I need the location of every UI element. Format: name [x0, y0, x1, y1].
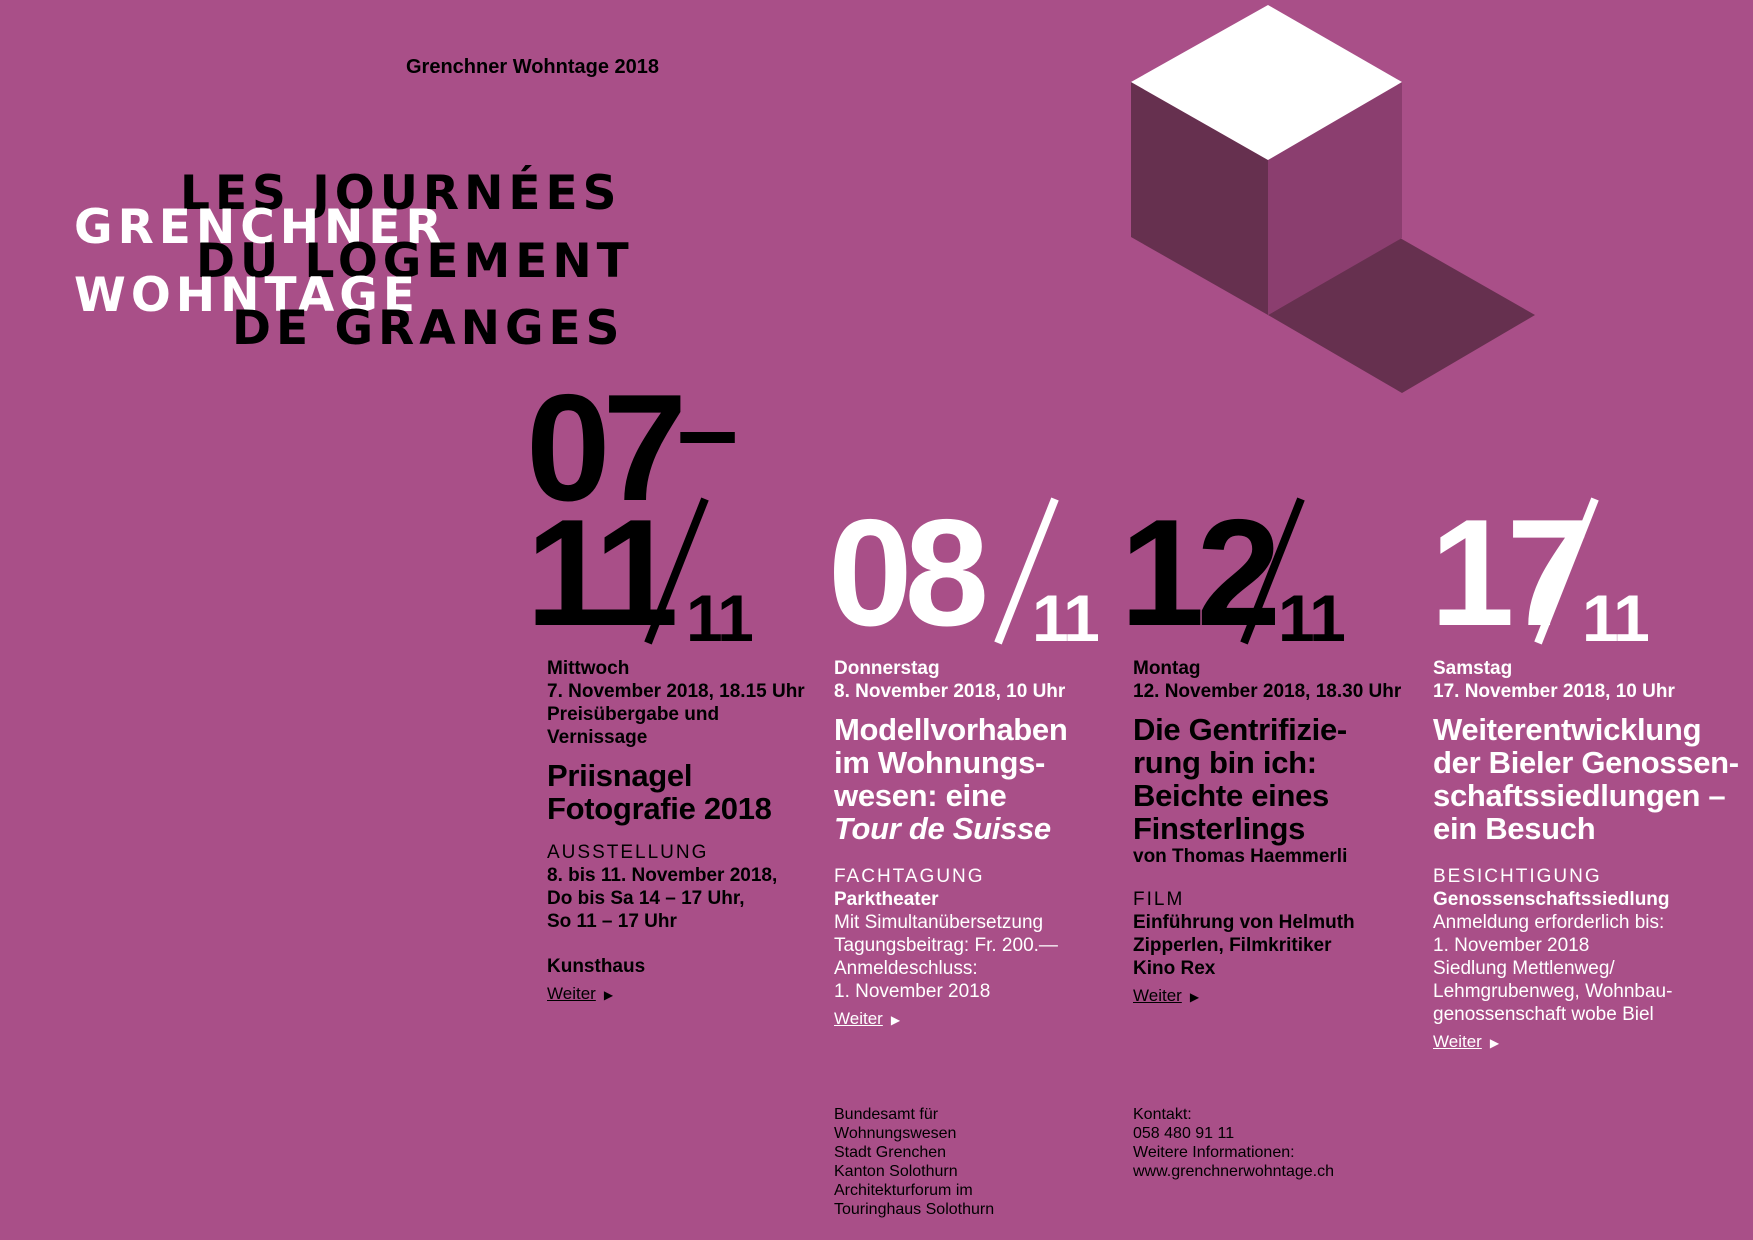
event-datetime: 12. November 2018, 18.30 Uhr: [1133, 681, 1402, 702]
date-slash: [1240, 497, 1305, 645]
title-fr-line-1: LES JOURNÉES: [180, 166, 622, 221]
event-title-line: schaftssiedlungen –: [1433, 778, 1726, 813]
contact-block: Kontakt: 058 480 91 11 Weitere Informati…: [1133, 1105, 1334, 1181]
date-month: 11: [686, 581, 754, 655]
more-link[interactable]: Weiter ▶: [1133, 984, 1199, 1009]
event-title-line: der Bieler Genossen-: [1433, 745, 1739, 780]
event-venue: Parktheater: [834, 889, 939, 910]
event-detail: Lehmgrubenweg, Wohnbau-: [1433, 981, 1673, 1002]
date-month: 11: [1278, 581, 1346, 655]
date-month: 11: [1582, 581, 1650, 655]
title-fr-line-2: DU LOGEMENT: [196, 234, 634, 289]
date-slash: [994, 497, 1059, 645]
title-fr-line-3: DE GRANGES: [232, 301, 625, 356]
event-card: Samstag 17. November 2018, 10 Uhr Weiter…: [1433, 657, 1743, 1055]
event-detail: Anmeldeschluss:: [834, 958, 978, 979]
website-link[interactable]: www.grenchnerwohntage.ch: [1133, 1163, 1335, 1180]
event-title: Modellvorhaben im Wohnungs- wesen: eine …: [834, 713, 1114, 845]
site-label: Grenchner Wohntage 2018: [406, 56, 660, 78]
event-datetime: 17. November 2018, 10 Uhr: [1433, 681, 1675, 702]
event-byline: von Thomas Haemmerli: [1133, 846, 1348, 867]
event-category: AUSSTELLUNG: [547, 842, 709, 863]
partner-line: Wohnungswesen: [834, 1125, 957, 1142]
event-title: Die Gentrifizie- rung bin ich: Beichte e…: [1133, 713, 1423, 845]
event-detail: 8. bis 11. November 2018,: [547, 865, 778, 886]
cube-shadow: [1268, 238, 1535, 393]
cube-logo: [1131, 5, 1535, 393]
event-venue: Kunsthaus: [547, 956, 646, 977]
event-venue: Genossenschaftssiedlung: [1433, 889, 1670, 910]
event-detail: So 11 – 17 Uhr: [547, 911, 677, 932]
event-detail: Siedlung Mettlenweg/: [1433, 958, 1615, 979]
partner-line: Architekturforum im: [834, 1182, 973, 1199]
title-de-line-1: GRENCHNER: [74, 200, 447, 255]
event-detail: 1. November 2018: [1433, 935, 1590, 956]
event-detail: Mit Simultanübersetzung: [834, 912, 1044, 933]
partner-line: Bundesamt für: [834, 1106, 939, 1123]
event-detail: genossenschaft wobe Biel: [1433, 1004, 1654, 1025]
event-weekday: Montag: [1133, 658, 1201, 679]
event-title-line: Weiterentwicklung: [1433, 712, 1702, 747]
event-intro: Preisübergabe und Vernissage: [547, 704, 720, 748]
date-month: 11: [1032, 581, 1100, 655]
event-detail: Kino Rex: [1133, 958, 1216, 979]
event-card: Montag 12. November 2018, 18.30 Uhr Die …: [1133, 657, 1423, 1009]
event-title-line: wesen: eine: [834, 778, 1007, 813]
partner-line: Stadt Grenchen: [834, 1144, 947, 1161]
event-detail: Tagungsbeitrag: Fr. 200.—: [834, 935, 1058, 956]
event-weekday: Samstag: [1433, 658, 1513, 679]
more-link-label: Weiter: [1433, 1032, 1482, 1051]
arrow-right-icon: ▶: [603, 988, 614, 1002]
event-title-line: Finsterlings: [1133, 811, 1306, 846]
more-link[interactable]: Weiter ▶: [1433, 1030, 1499, 1055]
arrow-right-icon: ▶: [890, 1013, 901, 1027]
event-title: Weiterentwicklung der Bieler Genossen- s…: [1433, 713, 1743, 845]
event-title: Priisnagel Fotografie 2018: [547, 758, 772, 826]
event-title-line: Die Gentrifizie-: [1133, 712, 1347, 747]
contact-phone[interactable]: 058 480 91 11: [1133, 1125, 1235, 1142]
date-slash: [644, 497, 709, 645]
cube-top-face: [1131, 5, 1402, 160]
event-weekday: Mittwoch: [547, 658, 630, 679]
event-detail: Do bis Sa 14 – 17 Uhr,: [547, 888, 745, 909]
event-category: FILM: [1133, 889, 1185, 910]
event-title-line: im Wohnungs-: [834, 745, 1046, 780]
event-card: Donnerstag 8. November 2018, 10 Uhr Mode…: [834, 657, 1114, 1032]
event-detail: 1. November 2018: [834, 981, 991, 1002]
date-range-dash: –: [677, 368, 739, 491]
event-title-line: Beichte eines: [1133, 778, 1329, 813]
event-title-line: rung bin ich:: [1133, 745, 1317, 780]
partner-line: Kanton Solothurn: [834, 1163, 958, 1180]
event-category: FACHTAGUNG: [834, 866, 985, 887]
partner-line: Touringhaus Solothurn: [834, 1201, 995, 1218]
arrow-right-icon: ▶: [1189, 990, 1200, 1004]
event-datetime: 8. November 2018, 10 Uhr: [834, 681, 1066, 702]
cube-left-face: [1131, 82, 1268, 315]
event-category: BESICHTIGUNG: [1433, 866, 1602, 887]
date-day: 08: [828, 488, 989, 658]
date-slash: [1534, 497, 1599, 645]
arrow-right-icon: ▶: [1489, 1036, 1500, 1050]
more-link[interactable]: Weiter ▶: [547, 982, 613, 1007]
more-link[interactable]: Weiter ▶: [834, 1007, 900, 1032]
event-title-line: Modellvorhaben: [834, 712, 1068, 747]
event-title-line: ein Besuch: [1433, 811, 1596, 846]
event-card: Mittwoch 7. November 2018, 18.15 Uhr Pre…: [547, 657, 817, 1007]
event-weekday: Donnerstag: [834, 658, 940, 679]
cube-right-face: [1268, 82, 1402, 315]
more-link-label: Weiter: [834, 1009, 883, 1028]
more-link-label: Weiter: [1133, 986, 1182, 1005]
date-range-start: 07: [526, 363, 687, 533]
event-datetime: 7. November 2018, 18.15 Uhr: [547, 681, 805, 702]
event-detail: Einführung von Helmuth: [1133, 912, 1355, 933]
partners-list: Bundesamt für Wohnungswesen Stadt Grench…: [834, 1105, 994, 1219]
event-detail: Zipperlen, Filmkritiker: [1133, 935, 1332, 956]
contact-label: Kontakt:: [1133, 1106, 1192, 1123]
event-title-italic: Tour de Suisse: [834, 811, 1051, 846]
event-detail: Anmeldung erforderlich bis:: [1433, 912, 1665, 933]
info-label: Weitere Informationen:: [1133, 1144, 1295, 1161]
more-link-label: Weiter: [547, 984, 596, 1003]
title-de-line-2: WOHNTAGE: [74, 268, 420, 323]
